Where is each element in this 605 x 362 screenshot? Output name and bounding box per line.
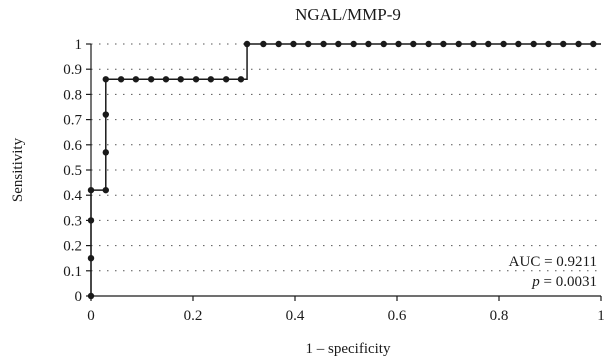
roc-point-13	[192, 76, 200, 83]
roc-points-layer	[87, 40, 597, 300]
roc-point-7	[102, 76, 109, 83]
y-tick-label-1: 0.1	[63, 264, 82, 280]
x-tick-label-5: 1	[597, 308, 605, 324]
x-tick-label-0: 0	[87, 308, 95, 324]
roc-point-17	[243, 40, 251, 48]
roc-point-9	[132, 76, 140, 83]
roc-point-40	[590, 40, 597, 48]
roc-point-27	[395, 40, 402, 48]
roc-point-3	[87, 186, 95, 194]
p-value-text: = 0.0031	[540, 274, 597, 290]
y-axis-title: Sensitivity	[10, 137, 26, 202]
roc-point-33	[485, 40, 492, 48]
roc-point-15	[222, 76, 230, 83]
y-tick-label-5: 0.5	[63, 163, 82, 179]
roc-point-28	[410, 40, 417, 48]
auc-annotation: AUC = 0.9211	[509, 254, 597, 270]
y-tick-label-6: 0.6	[63, 138, 82, 154]
roc-point-36	[530, 40, 537, 48]
x-axis-ticks: 0 0.2 0.4 0.6 0.8 1	[87, 296, 605, 324]
roc-point-20	[290, 40, 297, 48]
roc-point-14	[207, 76, 215, 83]
y-tick-label-7: 0.7	[63, 113, 82, 129]
y-tick-label-10: 1	[75, 37, 83, 53]
y-tick-label-8: 0.8	[63, 87, 82, 103]
roc-point-32	[470, 40, 477, 48]
roc-point-19	[275, 40, 282, 48]
y-tick-label-0: 0	[75, 289, 83, 305]
roc-point-5	[102, 149, 109, 156]
y-tick-label-3: 0.3	[63, 213, 82, 229]
roc-point-29	[425, 40, 432, 48]
y-axis-ticks: 0 0.1 0.2 0.3 0.4 0.5 0.6 0.7 0.8 0.9 1	[63, 37, 91, 305]
chart-title: NGAL/MMP-9	[295, 5, 401, 24]
roc-point-23	[335, 40, 342, 48]
roc-point-24	[350, 40, 357, 48]
x-axis-title: 1 – specificity	[306, 341, 391, 357]
roc-point-1	[87, 255, 95, 262]
p-value-annotation: p = 0.0031	[531, 274, 597, 290]
y-tick-label-4: 0.4	[63, 188, 82, 204]
roc-point-35	[515, 40, 522, 48]
x-tick-label-1: 0.2	[184, 308, 203, 324]
roc-point-8	[117, 76, 125, 83]
x-tick-label-2: 0.4	[286, 308, 305, 324]
roc-point-6	[102, 111, 109, 118]
roc-point-2	[87, 217, 95, 224]
y-tick-label-9: 0.9	[63, 62, 82, 78]
roc-point-21	[305, 40, 312, 48]
roc-point-4	[102, 186, 109, 194]
roc-point-10	[147, 76, 155, 83]
roc-point-31	[455, 40, 462, 48]
roc-point-11	[162, 76, 170, 83]
roc-point-37	[545, 40, 552, 48]
roc-point-22	[320, 40, 327, 48]
y-tick-label-2: 0.2	[63, 239, 82, 255]
roc-point-12	[177, 76, 184, 83]
roc-point-16	[237, 76, 245, 83]
roc-point-26	[380, 40, 387, 48]
roc-point-0	[87, 292, 95, 300]
roc-point-38	[560, 40, 567, 48]
roc-point-30	[440, 40, 447, 48]
roc-point-18	[260, 40, 267, 48]
p-symbol: p	[531, 274, 540, 290]
x-tick-label-3: 0.6	[388, 308, 407, 324]
x-tick-label-4: 0.8	[490, 308, 509, 324]
roc-point-39	[575, 40, 582, 48]
roc-point-25	[365, 40, 372, 48]
roc-point-34	[500, 40, 507, 48]
